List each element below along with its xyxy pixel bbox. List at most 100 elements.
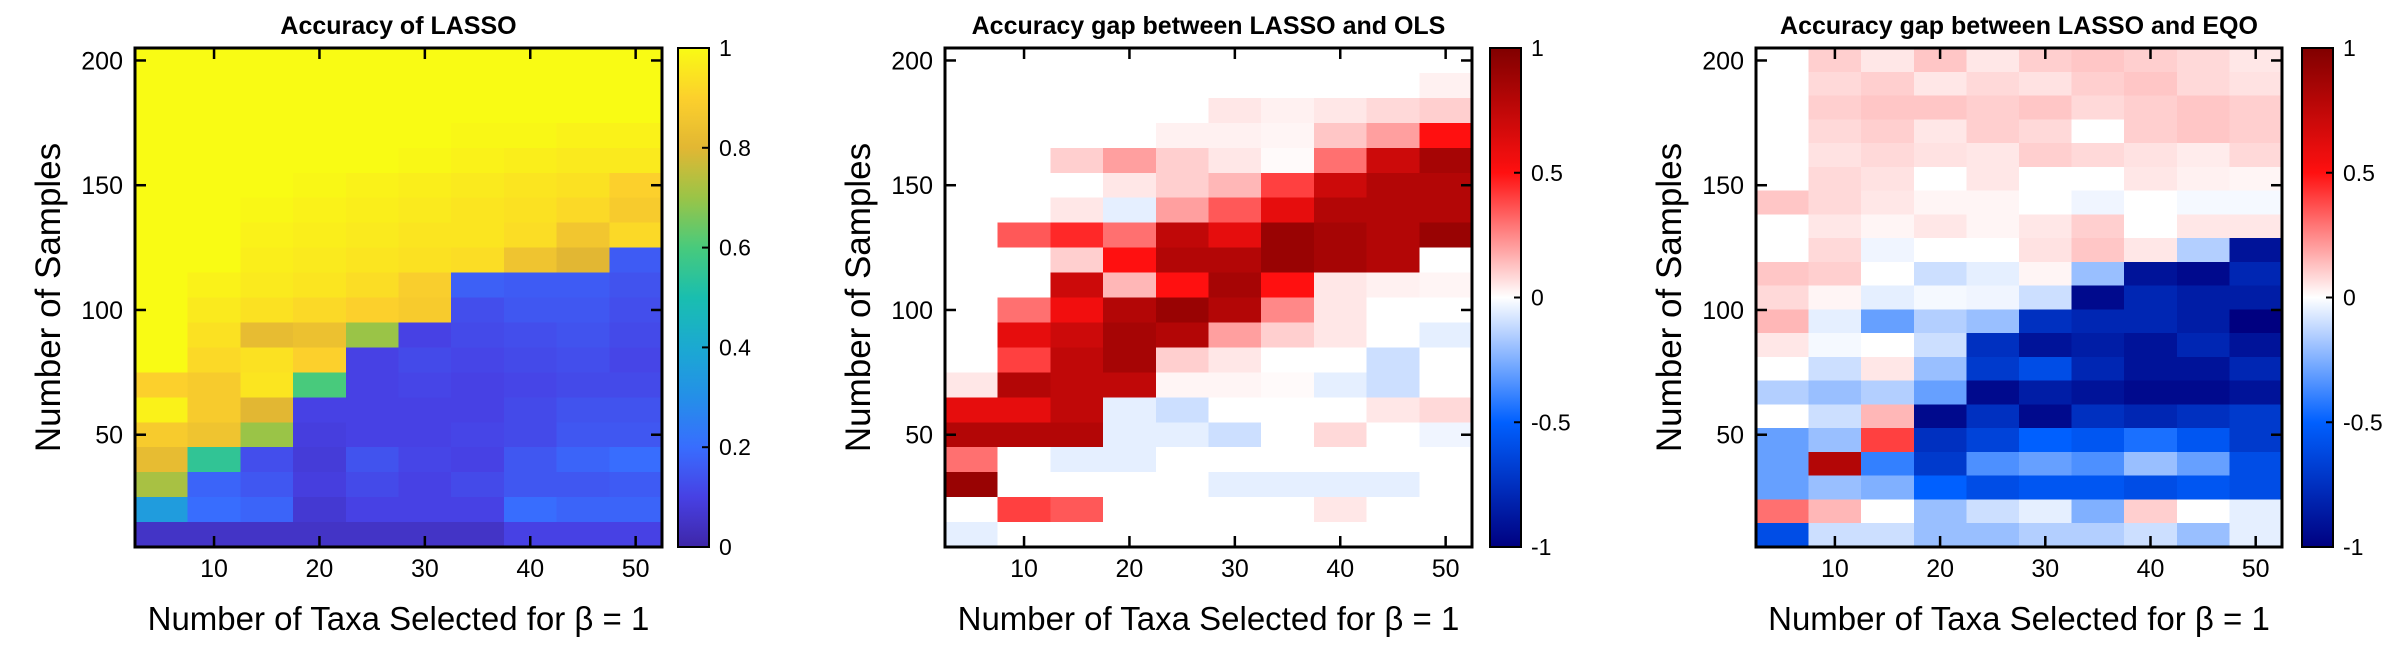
heatmap-cell (187, 197, 241, 224)
heatmap-cell (1103, 297, 1157, 324)
heatmap-cell (1966, 238, 2020, 263)
heatmap-cell (1756, 333, 1810, 358)
heatmap-cell (2071, 166, 2125, 192)
heatmap-cell (1208, 197, 1262, 224)
heatmap-cell (609, 147, 663, 174)
heatmap-cell (1756, 119, 1810, 144)
heatmap-cell (187, 497, 241, 523)
heatmap-cell (1103, 422, 1157, 448)
heatmap-cell (345, 172, 400, 199)
heatmap-cell (1861, 71, 1915, 97)
heatmap-cell (1966, 95, 2020, 120)
heatmap-cell (293, 147, 347, 174)
heatmap-cell (503, 97, 558, 124)
heatmap-cell (1756, 261, 1810, 287)
heatmap-cell (187, 297, 241, 324)
heatmap-cell (2124, 238, 2178, 263)
heatmap-cell (945, 447, 999, 473)
heatmap-cell (398, 247, 452, 274)
heatmap-cell (609, 72, 663, 99)
heatmap-cell (1261, 172, 1315, 199)
heatmap-cell (2176, 523, 2230, 548)
colorbar-tick-label: 0.6 (719, 235, 751, 261)
heatmap-cells (945, 48, 1473, 548)
heatmap-cell (1366, 522, 1420, 548)
heatmap-cell (945, 322, 999, 348)
heatmap-cell (1050, 147, 1104, 174)
x-tick-label: 30 (1221, 555, 1249, 583)
heatmap-cell (1050, 72, 1104, 99)
heatmap-cell (1261, 422, 1315, 448)
heatmap-cell (1261, 97, 1315, 124)
heatmap-cell (293, 497, 347, 523)
y-tick-label: 200 (81, 47, 123, 75)
heatmap-cell (1366, 222, 1420, 249)
heatmap-cell (503, 172, 558, 199)
heatmap-cell (2176, 95, 2230, 120)
heatmap-cell (2071, 523, 2125, 548)
heatmap-cell (135, 322, 189, 348)
colorbar-tick-label: 1 (719, 35, 732, 61)
heatmap-cell (1313, 497, 1368, 523)
heatmap-cell (945, 397, 999, 423)
heatmap-cell (1366, 322, 1420, 348)
heatmap-cell (1050, 497, 1104, 523)
chart-title: Accuracy gap between LASSO and OLS (972, 12, 1446, 40)
heatmap-cell (1913, 285, 1967, 310)
heatmap-cell (1103, 122, 1157, 149)
heatmap-cell (2176, 190, 2230, 215)
heatmap-cell (1208, 422, 1262, 448)
heatmap-cell (997, 297, 1051, 324)
x-tick-label: 10 (200, 555, 228, 583)
heatmap-cell (1808, 95, 1862, 120)
heatmap-cell (2019, 380, 2073, 406)
colorbar-tick-label: 1 (2343, 35, 2356, 61)
heatmap-cell (1756, 523, 1810, 548)
heatmap-cell (2229, 143, 2283, 168)
heatmap-cell (1208, 172, 1262, 199)
heatmap-cell (1913, 166, 1967, 192)
heatmap-cell (1913, 95, 1967, 120)
heatmap-cell (1103, 372, 1157, 398)
heatmap-cell (997, 122, 1051, 149)
heatmap-cell (1155, 222, 1210, 249)
x-tick-label: 40 (1326, 555, 1354, 583)
heatmap-cell (240, 247, 294, 274)
heatmap-cell (1313, 422, 1368, 448)
heatmap-cell (556, 247, 610, 274)
heatmap-cell (135, 347, 189, 373)
heatmap-cell (503, 297, 558, 324)
heatmap-cell (187, 247, 241, 274)
heatmap-cell (2229, 285, 2283, 310)
heatmap-cell (398, 372, 452, 398)
y-tick-label: 50 (95, 422, 123, 450)
heatmap-cell (1366, 447, 1420, 473)
heatmap-cell (1966, 143, 2020, 168)
heatmap-cell (556, 122, 610, 149)
heatmap-cell (556, 97, 610, 124)
heatmap-cell (1913, 428, 1967, 453)
heatmap-cell (240, 497, 294, 523)
heatmap-cell (1261, 372, 1315, 398)
heatmap-cell (2019, 190, 2073, 215)
heatmap-cell (1913, 309, 1967, 334)
heatmap-cell (2071, 380, 2125, 406)
heatmap-cell (240, 447, 294, 473)
heatmap-cell (1861, 333, 1915, 358)
heatmap-cell (1861, 309, 1915, 334)
heatmap-cell (1808, 119, 1862, 144)
heatmap-cell (1155, 272, 1210, 299)
heatmap-cell (1419, 397, 1473, 423)
heatmap-cell (1808, 333, 1862, 358)
heatmap-cell (609, 397, 663, 423)
heatmap-cell (293, 472, 347, 498)
heatmap-cell (1756, 143, 1810, 168)
heatmap-cell (345, 347, 400, 373)
heatmap-cell (1261, 472, 1315, 498)
heatmap-cell (1966, 404, 2020, 429)
heatmap-cell (1103, 447, 1157, 473)
heatmap-cell (1861, 380, 1915, 406)
heatmap-cell (2019, 119, 2073, 144)
